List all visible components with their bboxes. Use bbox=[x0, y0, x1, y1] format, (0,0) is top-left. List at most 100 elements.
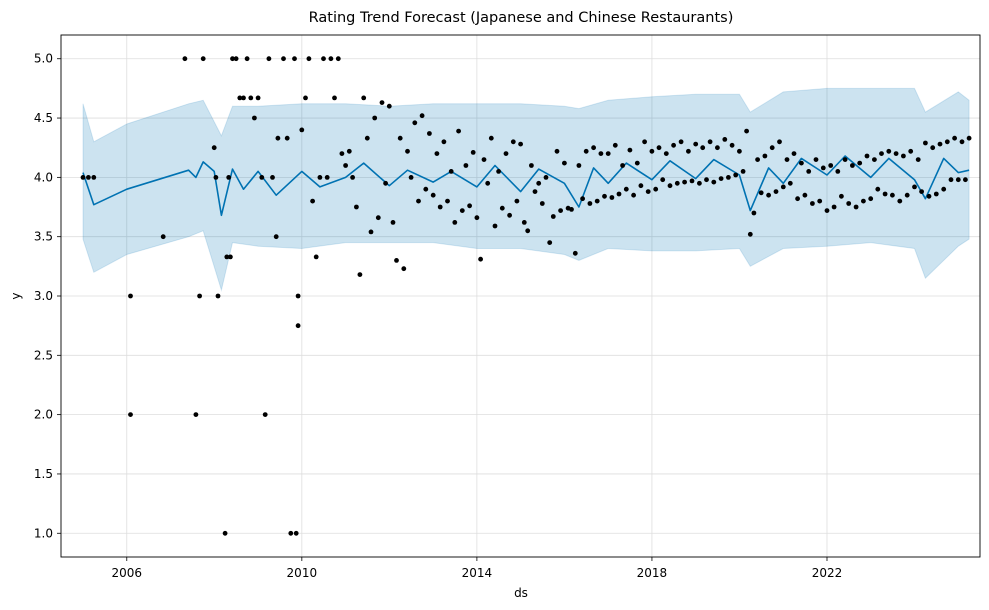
observed-point bbox=[514, 198, 520, 204]
observed-point bbox=[583, 148, 589, 154]
observed-point bbox=[252, 115, 257, 121]
observed-point bbox=[467, 203, 472, 209]
observed-point bbox=[405, 148, 410, 154]
forecast-line bbox=[82, 155, 970, 217]
observed-point bbox=[729, 142, 735, 148]
observed-point bbox=[558, 208, 563, 214]
observed-point bbox=[364, 135, 370, 141]
observed-point bbox=[806, 169, 812, 174]
observed-point bbox=[627, 147, 633, 153]
observed-point bbox=[456, 128, 461, 134]
observed-point bbox=[839, 193, 844, 199]
observed-point bbox=[448, 169, 454, 174]
observed-point bbox=[383, 180, 388, 186]
observed-point bbox=[200, 56, 206, 62]
observed-point bbox=[562, 160, 567, 166]
y-tick-label: 1.0 bbox=[34, 526, 53, 540]
observed-point bbox=[292, 56, 297, 62]
observed-point bbox=[580, 196, 585, 202]
observed-point bbox=[375, 215, 381, 221]
observed-point bbox=[485, 180, 491, 186]
observed-point bbox=[401, 266, 407, 272]
observed-point bbox=[740, 169, 746, 174]
observed-point bbox=[656, 145, 662, 151]
observed-point bbox=[543, 175, 549, 180]
observed-point bbox=[86, 175, 91, 180]
observed-point bbox=[423, 186, 429, 192]
observed-point bbox=[861, 198, 866, 204]
observed-point bbox=[503, 151, 509, 157]
observed-point bbox=[926, 193, 932, 199]
observed-point bbox=[955, 177, 961, 183]
observed-point bbox=[868, 196, 874, 202]
observed-point bbox=[379, 100, 385, 105]
observed-point bbox=[529, 163, 534, 168]
observed-point bbox=[496, 169, 501, 174]
observed-point bbox=[769, 145, 775, 151]
observed-point bbox=[536, 180, 542, 186]
x-tick-label: 2018 bbox=[637, 566, 668, 580]
x-tick-label: 2010 bbox=[287, 566, 318, 580]
observed-point bbox=[715, 145, 720, 151]
observed-point bbox=[350, 175, 355, 180]
observed-point bbox=[91, 175, 97, 180]
observed-point bbox=[602, 193, 607, 199]
observed-point bbox=[901, 153, 906, 159]
observed-point bbox=[288, 530, 294, 536]
observed-point bbox=[718, 176, 724, 182]
observed-point bbox=[810, 201, 815, 206]
observed-point bbox=[386, 103, 392, 109]
observed-point bbox=[470, 150, 476, 155]
observed-point bbox=[160, 234, 166, 240]
observed-point bbox=[499, 205, 505, 211]
observed-point bbox=[445, 198, 450, 204]
observed-point bbox=[850, 163, 855, 168]
observed-point bbox=[697, 180, 702, 186]
observed-point bbox=[820, 165, 826, 171]
observed-point bbox=[368, 229, 374, 235]
observed-point bbox=[539, 201, 545, 206]
observed-point bbox=[864, 153, 870, 159]
x-tick-label: 2006 bbox=[112, 566, 143, 580]
observed-point bbox=[817, 198, 823, 204]
uncertainty-band-layer bbox=[82, 87, 970, 293]
observed-point bbox=[262, 412, 268, 417]
observed-point bbox=[707, 139, 713, 145]
observed-point bbox=[835, 169, 841, 174]
observed-point bbox=[357, 272, 363, 277]
chart-title: Rating Trend Forecast (Japanese and Chin… bbox=[309, 10, 734, 26]
observed-point bbox=[128, 293, 133, 299]
uncertainty-band bbox=[82, 87, 970, 293]
observed-point bbox=[295, 323, 301, 329]
observed-point bbox=[631, 192, 636, 198]
observed-point bbox=[569, 207, 574, 212]
observed-point bbox=[408, 175, 414, 180]
observed-point bbox=[266, 56, 272, 62]
observed-point bbox=[882, 191, 888, 197]
observed-point bbox=[784, 157, 790, 163]
observed-point bbox=[430, 192, 436, 198]
observed-point bbox=[361, 95, 367, 101]
observed-point bbox=[281, 56, 286, 62]
observed-point bbox=[324, 175, 330, 180]
observed-point bbox=[766, 192, 771, 198]
observed-point bbox=[948, 177, 954, 183]
observed-point bbox=[744, 128, 749, 134]
observed-point bbox=[642, 139, 647, 145]
observed-point bbox=[215, 293, 221, 299]
observed-point bbox=[233, 56, 239, 62]
observed-point bbox=[248, 95, 254, 101]
observed-point bbox=[211, 145, 217, 151]
observed-point bbox=[890, 192, 895, 198]
observed-point bbox=[591, 145, 596, 151]
x-axis-title: ds bbox=[514, 586, 528, 600]
observed-point bbox=[700, 145, 706, 151]
observed-point bbox=[273, 234, 279, 240]
observed-point bbox=[518, 141, 523, 147]
observed-point bbox=[963, 177, 968, 183]
observed-point bbox=[773, 189, 779, 195]
observed-point bbox=[915, 157, 921, 163]
y-tick-label: 4.5 bbox=[34, 111, 53, 125]
observed-point bbox=[241, 95, 246, 101]
